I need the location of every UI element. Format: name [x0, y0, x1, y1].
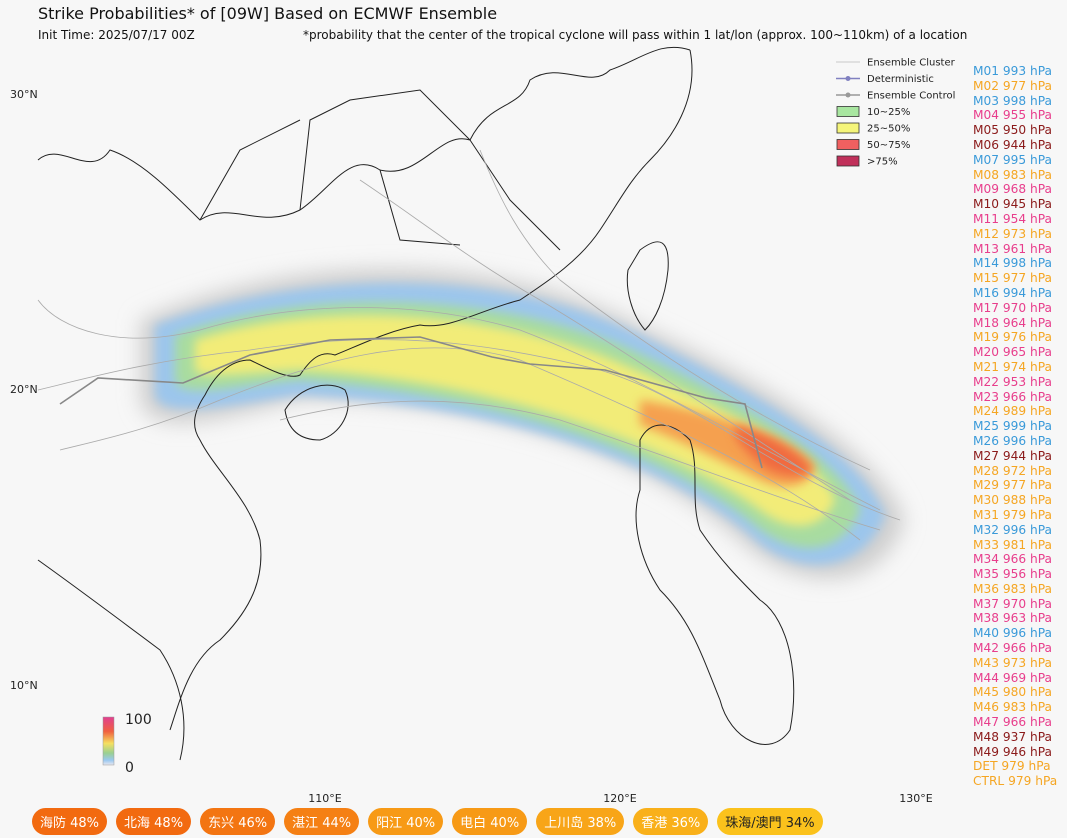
member-label: M29 977 hPa — [973, 478, 1053, 493]
member-label: M12 973 hPa — [973, 226, 1053, 241]
member-label: M13 961 hPa — [973, 241, 1053, 256]
ensemble-tracks — [37, 149, 901, 541]
legend-swatch — [836, 139, 860, 150]
legend-label: >75% — [867, 157, 898, 168]
member-label: M03 998 hPa — [973, 93, 1053, 108]
init-time: Init Time: 2025/07/17 00Z — [38, 28, 195, 42]
member-label: M22 953 hPa — [973, 374, 1053, 389]
member-label: M08 983 hPa — [973, 167, 1053, 182]
member-label: M15 977 hPa — [973, 271, 1053, 286]
member-label: M45 980 hPa — [973, 685, 1053, 700]
member-label: M24 989 hPa — [973, 404, 1053, 419]
legend-swatch — [836, 122, 860, 134]
colorbar-top: 100 — [125, 712, 152, 728]
grid-labels: 30°N 20°N 10°N 110°E 120°E 130°E — [10, 88, 933, 805]
member-label: M36 983 hPa — [973, 581, 1053, 596]
member-label: M04 955 hPa — [973, 108, 1053, 123]
member-label: M38 963 hPa — [973, 611, 1053, 626]
member-label: M06 944 hPa — [973, 137, 1053, 152]
legend: Ensemble Cluster Deterministic Ensemble Co… — [836, 58, 956, 168]
legend-label: 25~50% — [867, 124, 910, 135]
coastlines — [37, 46, 795, 761]
note: *probability that the center of the trop… — [303, 28, 968, 42]
legend-label: Deterministic — [867, 74, 934, 85]
member-label: M47 966 hPa — [973, 715, 1053, 730]
member-label: M31 979 hPa — [973, 507, 1053, 522]
legend-label: 10~25% — [867, 107, 910, 118]
colorbar: 100 0 — [102, 712, 152, 776]
legend-label: 50~75% — [867, 140, 910, 151]
city-pill: 上川岛 38% — [536, 808, 625, 835]
city-pill: 阳江 40% — [368, 808, 444, 835]
member-label: M40 996 hPa — [973, 626, 1053, 641]
city-list: 海防 48% 北海 48% 东兴 46% 湛江 44% 阳江 40% 电白 40% 上川岛 … — [32, 808, 823, 835]
city-pill: 海防 48% — [32, 808, 108, 835]
member-label: M46 983 hPa — [973, 700, 1053, 715]
legend-swatch — [836, 106, 860, 117]
lat-label: 30°N — [10, 88, 38, 101]
member-label: M48 937 hPa — [973, 729, 1053, 744]
member-label: M10 945 hPa — [973, 197, 1053, 212]
lat-label: 20°N — [10, 383, 38, 396]
member-list: M01 993 hPa M02 977 hPa M03 998 hPa M04 955… — [973, 64, 1057, 789]
member-label: M21 974 hPa — [973, 359, 1053, 374]
title: Strike Probabilities* of [09W] Based on … — [38, 4, 498, 23]
member-label: M28 972 hPa — [973, 463, 1053, 478]
member-label: M42 966 hPa — [973, 641, 1053, 656]
member-label: M01 993 hPa — [973, 64, 1053, 78]
member-label: CTRL 979 hPa — [973, 774, 1058, 789]
member-label: M37 970 hPa — [973, 596, 1053, 611]
member-label: M05 950 hPa — [973, 123, 1053, 138]
legend-label: Ensemble Cluster — [867, 58, 956, 69]
member-label: M33 981 hPa — [973, 537, 1053, 552]
member-label: M26 996 hPa — [973, 433, 1053, 448]
lon-label: 120°E — [603, 792, 636, 805]
member-label: M35 956 hPa — [973, 567, 1053, 582]
legend-label: Ensemble Control — [867, 91, 955, 102]
lon-label: 110°E — [308, 792, 341, 805]
legend-dot — [845, 76, 851, 81]
city-pill: 东兴 46% — [200, 808, 276, 835]
member-label: M43 973 hPa — [973, 655, 1053, 670]
member-label: M34 966 hPa — [973, 552, 1053, 567]
member-label: M20 965 hPa — [973, 345, 1053, 360]
lon-label: 130°E — [899, 792, 932, 805]
member-label: M02 977 hPa — [973, 78, 1053, 93]
member-label: M09 968 hPa — [973, 182, 1053, 197]
member-label: M44 969 hPa — [973, 670, 1053, 685]
member-label: M18 964 hPa — [973, 315, 1053, 330]
member-label: M07 995 hPa — [973, 152, 1053, 167]
swath — [140, 268, 905, 579]
member-label: M19 976 hPa — [973, 330, 1053, 345]
header: Strike Probabilities* of [09W] Based on … — [38, 4, 1038, 42]
city-pill: 香港 36% — [633, 808, 709, 835]
member-label: M49 946 hPa — [973, 744, 1053, 759]
member-label: M16 994 hPa — [973, 285, 1053, 300]
control-track — [59, 336, 763, 469]
member-label: M25 999 hPa — [973, 419, 1053, 434]
legend-swatch — [836, 155, 860, 167]
colorbar-bottom: 0 — [125, 760, 134, 776]
member-label: M30 988 hPa — [973, 493, 1053, 508]
member-label: M17 970 hPa — [973, 300, 1053, 315]
member-label: M23 966 hPa — [973, 389, 1053, 404]
city-pill: 北海 48% — [116, 808, 192, 835]
lat-label: 10°N — [10, 679, 38, 692]
member-label: M11 954 hPa — [973, 211, 1053, 226]
member-label: M14 998 hPa — [973, 256, 1053, 271]
member-label: M27 944 hPa — [973, 448, 1053, 463]
member-label: M32 996 hPa — [973, 522, 1053, 537]
member-label: DET 979 hPa — [973, 759, 1051, 774]
city-pill: 湛江 44% — [284, 808, 360, 835]
city-pill: 电白 40% — [452, 808, 528, 835]
city-pill: 珠海/澳門 34% — [717, 808, 823, 835]
legend-dot — [845, 92, 851, 98]
